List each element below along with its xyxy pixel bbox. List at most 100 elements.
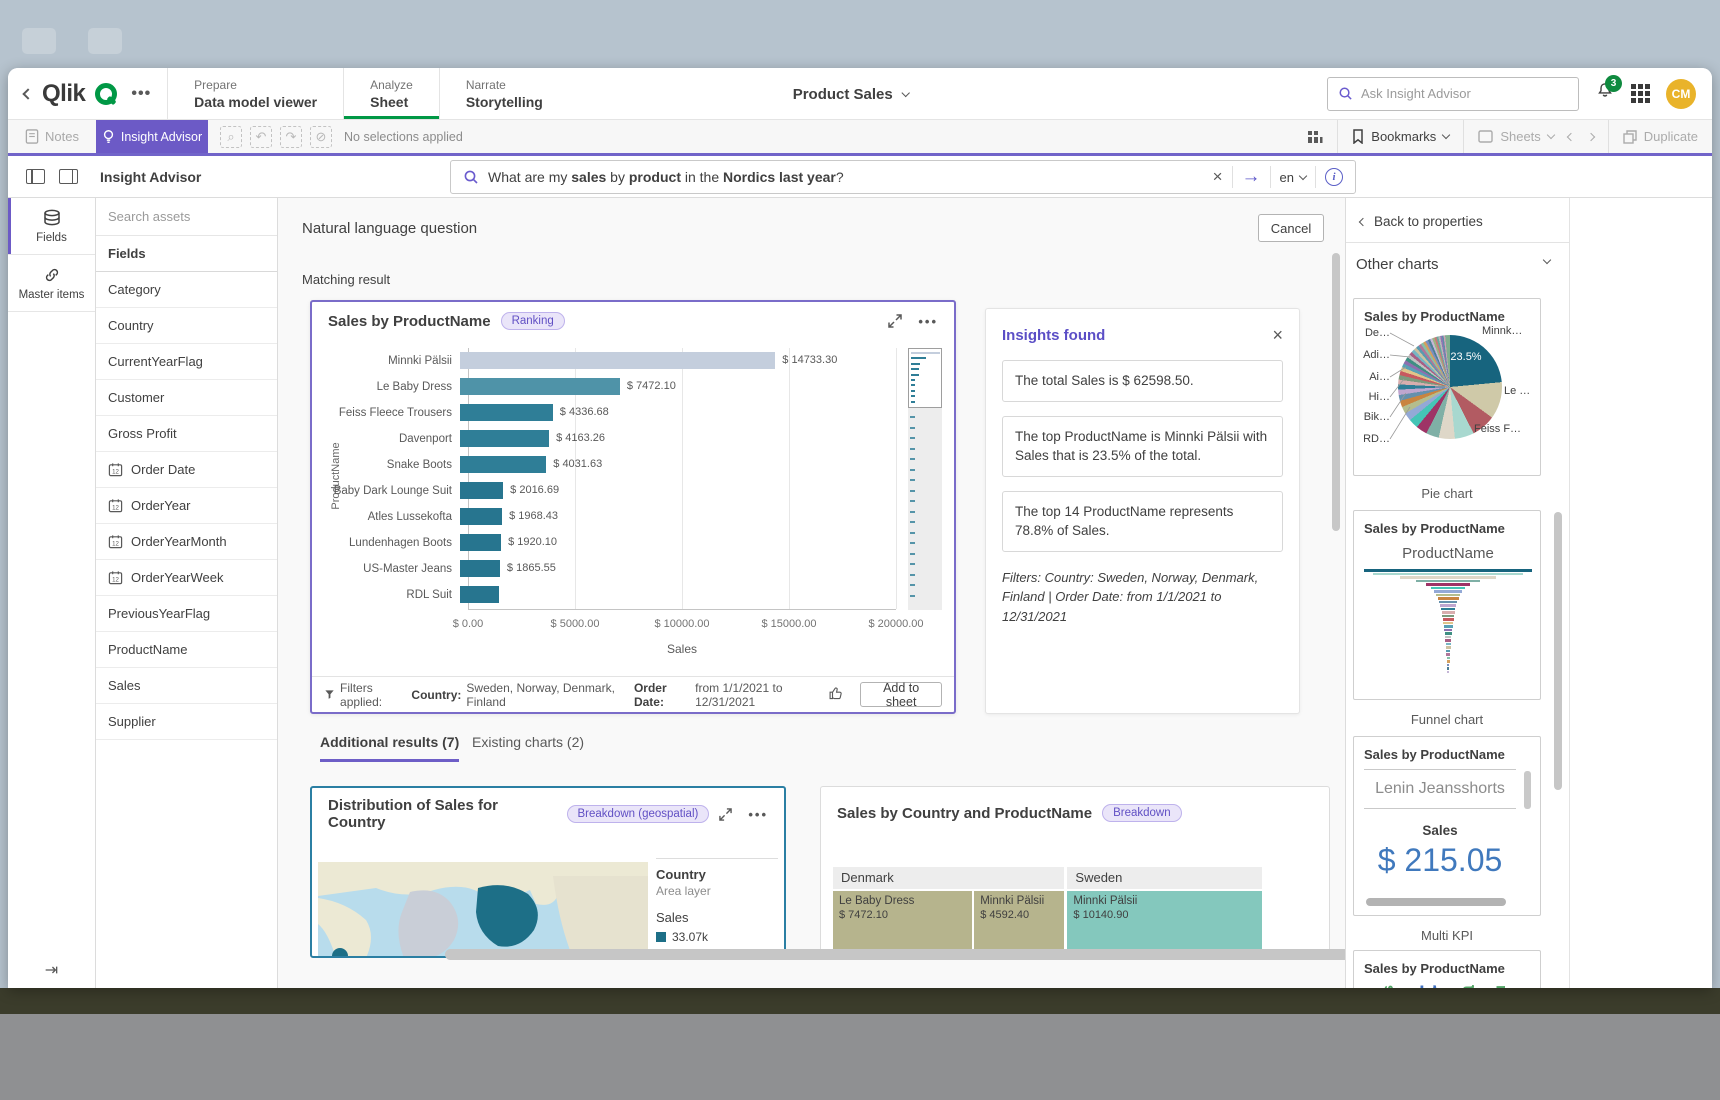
clear-selections-icon[interactable]: ⊘	[310, 125, 332, 148]
bookmarks-dropdown[interactable]: Bookmarks	[1352, 129, 1451, 144]
field-item-supplier[interactable]: Supplier	[96, 704, 277, 740]
chart-scroll-minimap[interactable]	[908, 348, 942, 610]
back-to-properties-button[interactable]: Back to properties	[1358, 214, 1483, 229]
submit-query-icon[interactable]: →	[1241, 166, 1261, 187]
close-icon[interactable]: ×	[1272, 325, 1283, 345]
chevron-down-icon[interactable]	[1542, 255, 1552, 265]
language-dropdown[interactable]: en	[1280, 170, 1308, 185]
bar-row-3[interactable]: Davenport $ 4163.26	[328, 426, 896, 452]
bar-row-5[interactable]: Baby Dark Lounge Suit $ 2016.69	[328, 478, 896, 504]
bar[interactable]	[460, 534, 502, 551]
chart-menu-icon[interactable]: •••	[748, 806, 768, 822]
properties-scrollbar[interactable]	[1554, 512, 1562, 790]
field-item-productname[interactable]: ProductName	[96, 632, 277, 668]
treemap-cell[interactable]: Minnki Pälsii $ 4592.40	[974, 891, 1065, 957]
sales-by-country-treemap-card[interactable]: Sales by Country and ProductName Breakdo…	[820, 786, 1330, 958]
back-icon[interactable]	[22, 87, 34, 100]
bar-row-1[interactable]: Le Baby Dress $ 7472.10	[328, 374, 896, 400]
bar[interactable]	[460, 560, 500, 577]
field-item-sales[interactable]: Sales	[96, 668, 277, 704]
toggle-left-panel-icon[interactable]	[26, 169, 45, 184]
bar-row-6[interactable]: Atles Lussekofta $ 1968.43	[328, 504, 896, 530]
thumbs-up-icon[interactable]	[828, 685, 845, 701]
bar-row-8[interactable]: US-Master Jeans $ 1865.55	[328, 556, 896, 582]
main-vertical-scrollbar[interactable]	[1332, 253, 1340, 531]
sales-by-productname-chart-card[interactable]: Sales by ProductName Ranking ••• Product…	[310, 300, 956, 714]
window-control-ghost[interactable]	[88, 28, 122, 54]
notifications-button[interactable]: 3	[1595, 75, 1622, 106]
bar-row-2[interactable]: Feiss Fleece Trousers $ 4336.68	[328, 400, 896, 426]
word-cloud-thumbnail[interactable]: Sales by ProductName otsSuitCaTu	[1353, 950, 1541, 988]
smart-search-icon[interactable]: ⌕	[220, 125, 242, 148]
duplicate-button[interactable]: Duplicate	[1623, 129, 1698, 144]
insight-item[interactable]: The top ProductName is Minnki Pälsii wit…	[1002, 415, 1283, 477]
field-item-orderyearmonth[interactable]: 12 OrderYearMonth	[96, 524, 277, 560]
insight-advisor-tab[interactable]: Insight Advisor	[96, 120, 208, 153]
kpi-horizontal-scrollbar[interactable]	[1366, 898, 1506, 906]
treemap-cell[interactable]: Minnki Pälsii $ 10140.90	[1067, 891, 1262, 957]
search-assets-input[interactable]: Search assets	[96, 198, 277, 236]
clear-query-icon[interactable]: ×	[1212, 167, 1223, 186]
field-item-order-date[interactable]: 12 Order Date	[96, 452, 277, 488]
collapse-panel-icon[interactable]: ⇥	[44, 962, 59, 979]
sidebar-item-master-items[interactable]: Master items	[8, 255, 95, 312]
insight-item[interactable]: The top 14 ProductName represents 78.8% …	[1002, 490, 1283, 552]
bar[interactable]	[460, 508, 503, 525]
bar[interactable]	[460, 352, 776, 369]
main-horizontal-scrollbar[interactable]	[445, 949, 1345, 960]
bar-row-4[interactable]: Snake Boots $ 4031.63	[328, 452, 896, 478]
treemap-cell[interactable]: Le Baby Dress $ 7472.10	[833, 891, 973, 957]
expand-icon[interactable]	[888, 314, 903, 328]
app-launcher-icon[interactable]	[1631, 84, 1650, 103]
field-item-previousyearflag[interactable]: PreviousYearFlag	[96, 596, 277, 632]
bar-row-0[interactable]: Minnki Pälsii $ 14733.30	[328, 348, 896, 374]
nav-analyze[interactable]: Analyze Sheet	[343, 68, 439, 119]
nav-narrate[interactable]: Narrate Storytelling	[438, 68, 569, 119]
window-control-ghost[interactable]	[22, 28, 56, 54]
add-to-sheet-button[interactable]: Add to sheet	[860, 681, 942, 709]
insight-item[interactable]: The total Sales is $ 62598.50.	[1002, 360, 1283, 402]
bar[interactable]	[460, 404, 553, 421]
word-cloud-word[interactable]: Ca	[1456, 985, 1480, 988]
info-icon[interactable]: i	[1325, 168, 1343, 186]
bar[interactable]	[460, 430, 550, 447]
field-item-orderyear[interactable]: 12 OrderYear	[96, 488, 277, 524]
expand-icon[interactable]	[719, 807, 733, 821]
multi-kpi-thumbnail[interactable]: Sales by ProductName Lenin Jeansshorts S…	[1353, 736, 1541, 916]
kpi-vertical-scrollbar[interactable]	[1524, 771, 1531, 809]
pie-chart-thumbnail[interactable]: Sales by ProductName Minnk… Le … Feiss F…	[1353, 298, 1541, 476]
bar[interactable]	[460, 456, 547, 473]
next-sheet-icon[interactable]	[1586, 132, 1596, 141]
toggle-right-panel-icon[interactable]	[59, 169, 78, 184]
word-cloud-word[interactable]: Suit	[1410, 985, 1444, 988]
field-item-currentyearflag[interactable]: CurrentYearFlag	[96, 344, 277, 380]
global-menu-icon[interactable]: •••	[131, 84, 152, 102]
tab-additional-results[interactable]: Additional results (7)	[320, 734, 460, 762]
bar[interactable]	[460, 586, 499, 603]
word-cloud-word[interactable]: Tu	[1492, 985, 1510, 988]
bar[interactable]	[460, 378, 620, 395]
bar-row-9[interactable]: RDL Suit	[328, 582, 896, 608]
chart-menu-icon[interactable]: •••	[918, 313, 938, 329]
prev-sheet-icon[interactable]	[1566, 132, 1576, 141]
app-title-dropdown[interactable]: Product Sales	[793, 68, 910, 120]
redo-icon[interactable]: ↷	[280, 125, 302, 148]
sheet-layout-icon[interactable]	[1307, 130, 1323, 144]
distribution-of-sales-map-card[interactable]: Distribution of Sales for Country Breakd…	[310, 786, 786, 958]
sidebar-item-fields[interactable]: Fields	[8, 198, 95, 255]
field-item-orderyearweek[interactable]: 12 OrderYearWeek	[96, 560, 277, 596]
qlik-logo[interactable]: Qlik	[42, 79, 86, 107]
field-item-country[interactable]: Country	[96, 308, 277, 344]
sheets-dropdown[interactable]: Sheets	[1478, 129, 1556, 144]
nlq-search-input[interactable]: What are my sales by product in the Nord…	[450, 160, 1356, 194]
undo-icon[interactable]: ↶	[250, 125, 272, 148]
ask-insight-advisor-input[interactable]: Ask Insight Advisor	[1327, 76, 1579, 111]
field-item-gross-profit[interactable]: Gross Profit	[96, 416, 277, 452]
field-item-customer[interactable]: Customer	[96, 380, 277, 416]
word-cloud-word[interactable]: ots	[1380, 985, 1398, 988]
tab-existing-charts[interactable]: Existing charts (2)	[472, 734, 585, 750]
bar[interactable]	[460, 482, 504, 499]
funnel-chart-thumbnail[interactable]: Sales by ProductName ProductName	[1353, 510, 1541, 700]
cancel-button[interactable]: Cancel	[1258, 214, 1324, 242]
minimap-viewport[interactable]	[908, 348, 942, 408]
